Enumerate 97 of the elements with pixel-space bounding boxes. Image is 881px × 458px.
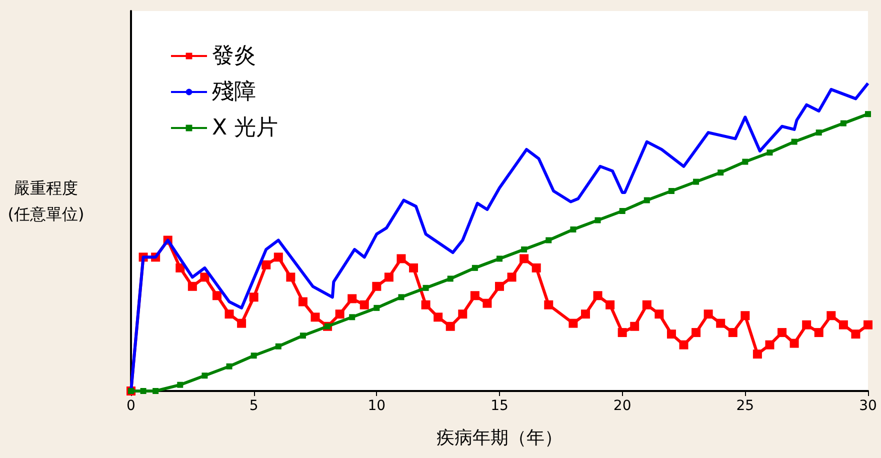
point [619,208,626,214]
point [237,318,246,328]
point [766,150,773,156]
point [520,254,529,264]
legend-label: 發炎 [212,44,256,68]
point [654,310,664,319]
point [546,237,552,244]
point [348,294,357,304]
x-axis-title: 疾病年期（年） [436,428,562,448]
point [458,310,468,319]
point [226,363,232,370]
point [447,276,454,282]
point [692,328,701,338]
point [791,138,798,145]
point [250,352,257,359]
point [140,388,146,394]
x-tick-label: 25 [736,398,754,414]
point [200,272,210,282]
point [742,158,748,165]
point [544,300,554,310]
point [274,252,283,262]
point [177,382,184,388]
point [470,291,480,300]
point [864,320,872,330]
point [507,272,516,282]
point [298,297,308,306]
point [335,310,344,319]
point [704,310,713,319]
y-axis-title: 嚴重程度 (任意單位) [8,178,84,224]
point [593,291,602,300]
point [374,304,380,311]
point [300,332,306,339]
point [360,300,369,310]
point [482,298,492,308]
point [398,294,404,300]
point [262,260,271,270]
point [778,328,787,338]
point [642,300,652,310]
point [718,170,724,176]
point [618,328,627,338]
x-tick-label: 10 [368,398,386,414]
point [521,246,528,252]
point [212,291,222,300]
point [716,318,726,328]
point [310,312,320,322]
point [630,322,640,331]
point [838,320,848,330]
x-tick-label: 30 [859,398,877,414]
point [668,188,674,194]
point [826,311,836,320]
point [840,120,846,126]
legend-label: X 光片 [212,116,278,140]
point [421,300,430,310]
point [446,322,455,331]
point [349,314,356,320]
point [570,226,576,232]
point [495,282,504,291]
point [176,263,185,272]
point [275,343,282,350]
point [202,372,208,379]
legend-label: 殘障 [212,80,256,104]
point [224,310,234,319]
point [606,300,615,310]
point [152,388,159,394]
point [496,256,502,262]
point [422,284,429,291]
point [568,318,578,328]
point [188,282,197,291]
point [865,111,871,118]
point [249,292,258,302]
point [666,330,676,339]
point [594,217,601,224]
point [434,312,443,322]
point [752,350,762,359]
point [580,310,590,319]
point [693,178,700,185]
point [532,263,541,272]
x-tick-label: 20 [613,398,632,414]
x-tick-label: 5 [249,398,258,414]
point [409,263,418,272]
point [740,311,750,320]
x-tick-label: 0 [126,398,136,414]
point [286,272,296,282]
point [814,328,824,338]
point [802,320,812,330]
point [790,338,799,348]
point [851,330,860,339]
point [728,328,738,338]
point [372,282,382,291]
point [765,340,774,350]
point [816,130,822,136]
point [396,254,406,264]
point [679,340,688,350]
point [472,264,478,271]
point [384,272,394,282]
point [644,197,650,204]
x-tick-label: 15 [490,398,508,414]
